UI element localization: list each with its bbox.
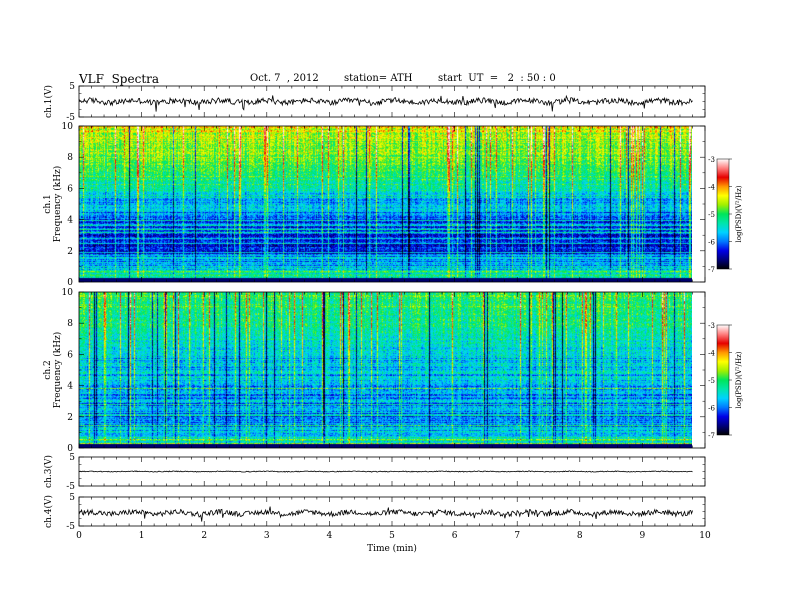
y-tick-label: 5 — [69, 453, 75, 463]
y-tick-label: 2 — [67, 247, 73, 257]
ch3-waveform-trace — [78, 470, 693, 473]
ch1-spectrogram-colorbar-label: log(PSD)(V²/Hz) — [735, 185, 743, 242]
x-tick-label: 1 — [139, 531, 145, 541]
x-tick-label: 4 — [327, 531, 333, 541]
ch1-spectrogram-ylabel-frequency: Frequency (kHz) — [52, 166, 63, 243]
x-tick-label: 7 — [514, 531, 520, 541]
x-tick-label: 9 — [640, 531, 646, 541]
ch3-waveform-ylabel: ch.3(V) — [43, 455, 54, 488]
x-tick-label: 6 — [452, 531, 458, 541]
y-tick-label: 5 — [69, 493, 75, 503]
ch1-spectrogram-image — [79, 126, 692, 282]
y-tick-label: -5 — [66, 482, 75, 492]
ch1-spectrogram-ylabel-channel: ch.1 — [43, 194, 53, 213]
header-station: station= ATH — [344, 73, 413, 84]
x-tick-label: 10 — [699, 531, 711, 541]
y-tick-label: 2 — [67, 413, 73, 423]
y-tick-label: 0 — [67, 444, 73, 454]
colorbar-tick-label: -4 — [708, 350, 715, 358]
colorbar-tick-label: -3 — [708, 156, 715, 164]
ch2-spectrogram-ylabel-frequency: Frequency (kHz) — [52, 332, 63, 409]
y-tick-label: 5 — [69, 82, 75, 92]
y-tick-label: 10 — [62, 288, 74, 298]
ch4-waveform-trace — [78, 506, 693, 522]
colorbar-tick-label: -7 — [708, 432, 715, 440]
x-tick-label: 8 — [577, 531, 583, 541]
ch1-waveform-trace — [78, 94, 693, 112]
header-start-time: start UT = 2 : 50 : 0 — [438, 73, 556, 84]
ch2-spectrogram-image — [79, 292, 692, 448]
header-date: Oct. 7 , 2012 — [250, 73, 319, 84]
ch2-spectrogram-colorbar — [716, 324, 730, 436]
colorbar-tick-label: -5 — [708, 377, 715, 385]
x-axis-label: Time (min) — [367, 543, 417, 554]
ch1-waveform-ylabel: ch.1(V) — [43, 85, 54, 118]
ch1-spectrogram-colorbar — [716, 158, 730, 270]
ch4-waveform-ylabel: ch.4(V) — [43, 495, 54, 528]
y-tick-label: 0 — [67, 278, 73, 288]
x-tick-label: 2 — [201, 531, 207, 541]
y-tick-label: -5 — [66, 113, 75, 123]
y-tick-label: 8 — [67, 319, 73, 329]
y-tick-label: 6 — [67, 184, 73, 194]
colorbar-tick-label: -6 — [708, 405, 715, 413]
ch2-spectrogram-ylabel-channel: ch.2 — [43, 360, 53, 379]
y-tick-label: 8 — [67, 153, 73, 163]
y-tick-label: -5 — [66, 522, 75, 532]
y-tick-label: 6 — [67, 350, 73, 360]
y-tick-label: 4 — [67, 382, 73, 392]
x-tick-label: 5 — [389, 531, 395, 541]
x-tick-label: 3 — [264, 531, 270, 541]
colorbar-tick-label: -3 — [708, 322, 715, 330]
header-title: VLF Spectra — [79, 72, 160, 86]
x-tick-label: 0 — [76, 531, 82, 541]
colorbar-tick-label: -6 — [708, 239, 715, 247]
colorbar-tick-label: -4 — [708, 184, 715, 192]
y-tick-label: 10 — [62, 122, 74, 132]
ch2-spectrogram-colorbar-label: log(PSD)(V²/Hz) — [735, 351, 743, 408]
y-tick-label: 4 — [67, 216, 73, 226]
colorbar-tick-label: -5 — [708, 211, 715, 219]
colorbar-tick-label: -7 — [708, 266, 715, 274]
